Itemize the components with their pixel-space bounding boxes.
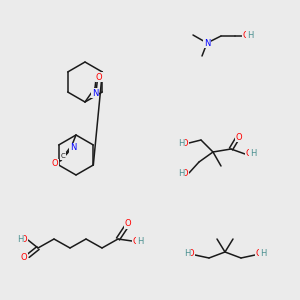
Text: O: O (182, 169, 188, 178)
Text: O: O (188, 250, 194, 259)
Text: O: O (52, 160, 58, 169)
Text: H: H (178, 169, 184, 178)
Text: O: O (96, 73, 102, 82)
Text: H: H (250, 149, 256, 158)
Text: H: H (247, 32, 253, 40)
Text: H: H (260, 250, 266, 259)
Text: O: O (236, 133, 242, 142)
Text: O: O (21, 235, 27, 244)
Text: O: O (246, 149, 252, 158)
Text: N: N (204, 38, 210, 47)
Text: C: C (61, 153, 65, 159)
Text: O: O (182, 139, 188, 148)
Text: O: O (256, 250, 262, 259)
Text: N: N (70, 143, 76, 152)
Text: H: H (137, 236, 143, 245)
Text: H: H (184, 250, 190, 259)
Text: O: O (125, 220, 131, 229)
Text: N: N (92, 88, 98, 98)
Text: O: O (133, 236, 139, 245)
Text: O: O (21, 254, 27, 262)
Text: H: H (178, 139, 184, 148)
Text: O: O (243, 32, 249, 40)
Text: H: H (17, 235, 23, 244)
